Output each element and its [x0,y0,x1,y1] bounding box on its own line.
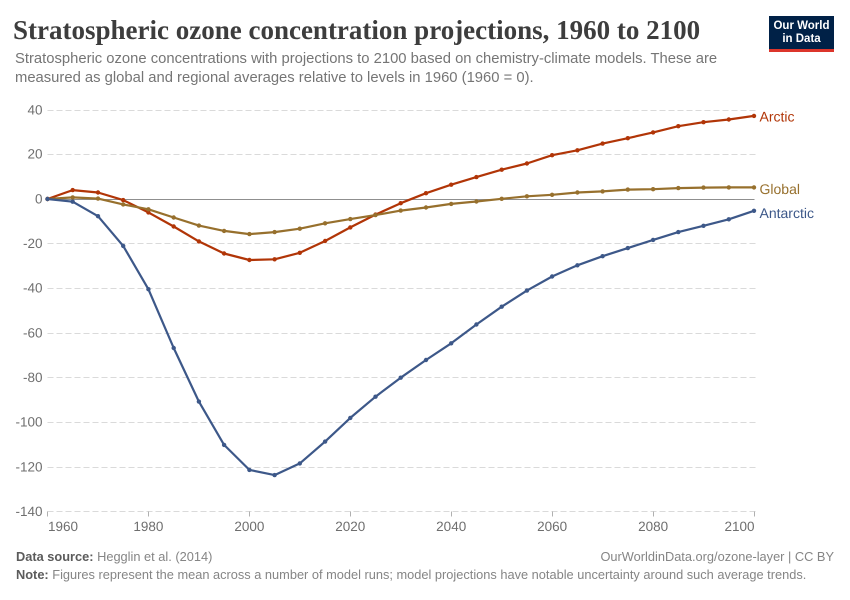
svg-text:-40: -40 [23,281,43,296]
svg-text:2100: 2100 [724,519,754,534]
svg-text:-120: -120 [15,459,42,474]
svg-text:-60: -60 [23,325,43,340]
svg-text:1980: 1980 [133,519,163,534]
svg-text:2040: 2040 [436,519,466,534]
svg-text:-80: -80 [23,370,43,385]
svg-text:1960: 1960 [48,519,78,534]
svg-text:2020: 2020 [335,519,365,534]
svg-text:2000: 2000 [234,519,264,534]
svg-text:2060: 2060 [537,519,567,534]
svg-text:Arctic: Arctic [760,109,795,125]
svg-text:Global: Global [760,181,800,197]
svg-text:Antarctic: Antarctic [760,205,814,221]
svg-text:0: 0 [35,191,43,206]
svg-text:-20: -20 [23,236,43,251]
svg-text:40: 40 [27,103,42,118]
svg-text:-100: -100 [15,415,42,430]
svg-text:-140: -140 [15,504,42,519]
svg-text:2080: 2080 [638,519,668,534]
svg-text:20: 20 [27,147,42,162]
